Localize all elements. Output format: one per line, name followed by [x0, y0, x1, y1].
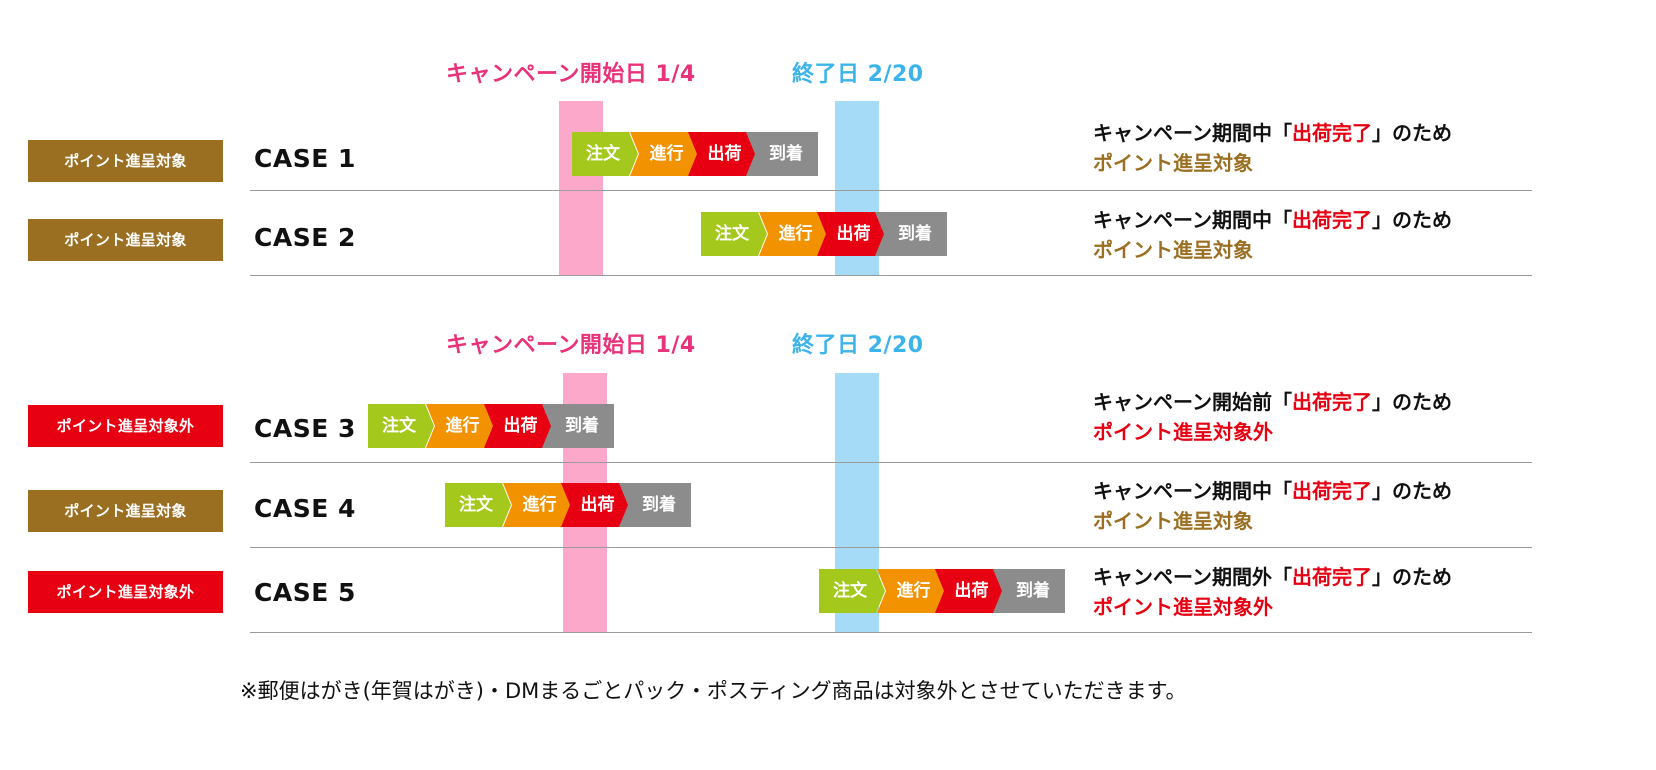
case-3-label: CASE 3 — [254, 414, 356, 443]
case-4-result: キャンペーン期間中「出荷完了」のため ポイント進呈対象 — [1093, 476, 1452, 536]
step-ship: 出荷 — [561, 483, 632, 527]
step-ship: 出荷 — [935, 569, 1006, 613]
step-arrive: 到着 — [542, 404, 614, 448]
order-flow-case-4: 注文 進行 出荷 到着 — [445, 483, 691, 527]
result-status: ポイント進呈対象外 — [1093, 420, 1273, 444]
step-order: 注文 — [445, 483, 511, 527]
case-5-label: CASE 5 — [254, 578, 356, 607]
step-progress: 進行 — [759, 212, 830, 256]
result-highlight: 出荷完了 — [1292, 208, 1372, 232]
row-divider — [250, 632, 1532, 633]
step-order: 注文 — [819, 569, 885, 613]
step-progress: 進行 — [426, 404, 497, 448]
status-badge-case-1: ポイント進呈対象 — [28, 140, 223, 182]
order-flow-case-3: 注文 進行 出荷 到着 — [368, 404, 614, 448]
case-1-result: キャンペーン期間中「出荷完了」のため ポイント進呈対象 — [1093, 118, 1452, 178]
campaign-start-band-1 — [559, 101, 603, 275]
case-3-result: キャンペーン開始前「出荷完了」のため ポイント進呈対象外 — [1093, 387, 1452, 447]
result-highlight: 出荷完了 — [1292, 565, 1372, 589]
result-prefix: キャンペーン開始前「 — [1093, 390, 1292, 414]
result-highlight: 出荷完了 — [1292, 479, 1372, 503]
step-progress: 進行 — [503, 483, 574, 527]
result-suffix: 」のため — [1372, 121, 1452, 145]
step-arrive: 到着 — [746, 132, 818, 176]
order-flow-case-2: 注文 進行 出荷 到着 — [701, 212, 947, 256]
step-ship: 出荷 — [484, 404, 555, 448]
case-1-label: CASE 1 — [254, 144, 356, 173]
step-progress: 進行 — [877, 569, 948, 613]
order-flow-case-5: 注文 進行 出荷 到着 — [819, 569, 1065, 613]
result-prefix: キャンペーン期間中「 — [1093, 208, 1292, 232]
step-order: 注文 — [572, 132, 638, 176]
campaign-start-label-1: キャンペーン開始日 1/4 — [446, 62, 696, 87]
status-badge-case-3: ポイント進呈対象外 — [28, 405, 223, 447]
result-highlight: 出荷完了 — [1292, 390, 1372, 414]
result-status: ポイント進呈対象 — [1093, 509, 1253, 533]
result-status: ポイント進呈対象 — [1093, 151, 1253, 175]
step-arrive: 到着 — [993, 569, 1065, 613]
row-divider — [250, 190, 1532, 191]
status-badge-case-2: ポイント進呈対象 — [28, 219, 223, 261]
case-2-result: キャンペーン期間中「出荷完了」のため ポイント進呈対象 — [1093, 205, 1452, 265]
case-5-result: キャンペーン期間外「出荷完了」のため ポイント進呈対象外 — [1093, 562, 1452, 622]
result-suffix: 」のため — [1372, 208, 1452, 232]
result-prefix: キャンペーン期間中「 — [1093, 479, 1292, 503]
result-status: ポイント進呈対象外 — [1093, 595, 1273, 619]
row-divider — [250, 547, 1532, 548]
step-arrive: 到着 — [875, 212, 947, 256]
result-suffix: 」のため — [1372, 565, 1452, 589]
result-suffix: 」のため — [1372, 390, 1452, 414]
row-divider — [250, 462, 1532, 463]
status-badge-case-4: ポイント進呈対象 — [28, 490, 223, 532]
case-2-label: CASE 2 — [254, 223, 356, 252]
step-arrive: 到着 — [619, 483, 691, 527]
step-order: 注文 — [701, 212, 767, 256]
campaign-start-label-2: キャンペーン開始日 1/4 — [446, 333, 696, 358]
result-status: ポイント進呈対象 — [1093, 238, 1253, 262]
result-prefix: キャンペーン期間外「 — [1093, 565, 1292, 589]
step-order: 注文 — [368, 404, 434, 448]
status-badge-case-5: ポイント進呈対象外 — [28, 571, 223, 613]
footnote: ※郵便はがき(年賀はがき)・DMまるごとパック・ポスティング商品は対象外とさせて… — [240, 679, 1187, 703]
step-ship: 出荷 — [688, 132, 759, 176]
row-divider — [250, 275, 1532, 276]
order-flow-case-1: 注文 進行 出荷 到着 — [572, 132, 818, 176]
case-4-label: CASE 4 — [254, 494, 356, 523]
campaign-end-label-1: 終了日 2/20 — [792, 62, 924, 87]
result-suffix: 」のため — [1372, 479, 1452, 503]
result-prefix: キャンペーン期間中「 — [1093, 121, 1292, 145]
step-progress: 進行 — [630, 132, 701, 176]
step-ship: 出荷 — [817, 212, 888, 256]
result-highlight: 出荷完了 — [1292, 121, 1372, 145]
campaign-end-label-2: 終了日 2/20 — [792, 333, 924, 358]
